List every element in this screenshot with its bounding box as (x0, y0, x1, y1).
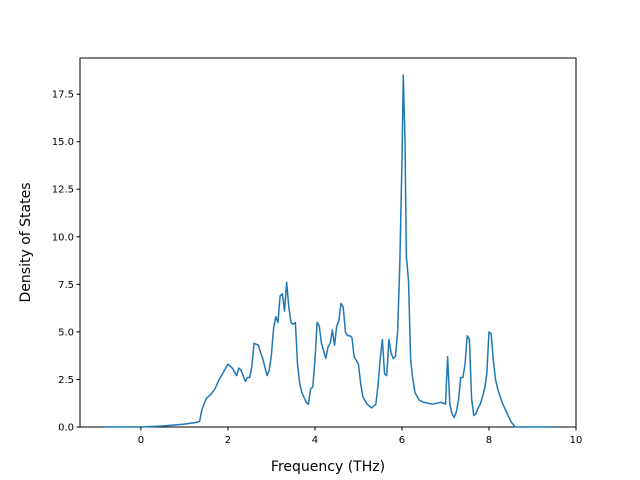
x-tick-label: 0 (138, 435, 144, 446)
y-tick-label: 7.5 (58, 280, 74, 291)
y-tick-label: 2.5 (58, 375, 74, 386)
x-tick-label: 6 (399, 435, 405, 446)
y-tick-label: 5.0 (58, 327, 74, 338)
plot-area (79, 57, 577, 428)
y-tick-label: 17.5 (52, 90, 74, 101)
x-tick-label: 8 (486, 435, 492, 446)
x-axis-ticks: 0 2 4 6 8 10 (138, 427, 583, 446)
x-tick-label: 2 (225, 435, 231, 446)
x-axis-label: Frequency (THz) (271, 459, 385, 475)
y-axis-ticks: 0.0 2.5 5.0 7.5 10.0 12.5 15.0 17.5 (52, 90, 80, 434)
y-tick-label: 10.0 (52, 232, 74, 243)
y-tick-label: 0.0 (58, 423, 74, 434)
y-tick-label: 15.0 (52, 137, 74, 148)
x-tick-label: 4 (312, 435, 318, 446)
x-tick-label: 10 (570, 435, 583, 446)
dos-series-line (103, 74, 555, 428)
y-tick-label: 12.5 (52, 185, 74, 196)
y-axis-label: Density of States (18, 183, 34, 303)
axes-frame (79, 57, 577, 428)
